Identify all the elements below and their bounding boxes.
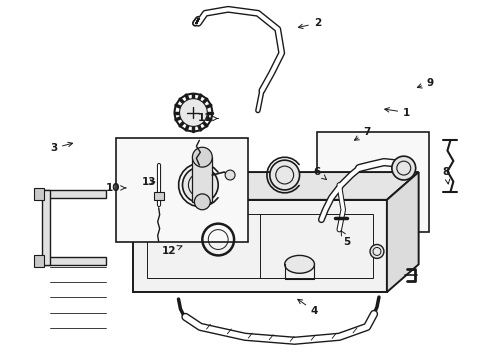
Text: 6: 6: [314, 167, 326, 180]
Bar: [154, 192, 164, 200]
Circle shape: [392, 156, 416, 180]
Text: 1: 1: [385, 108, 410, 117]
Polygon shape: [42, 190, 49, 265]
Text: 12: 12: [161, 246, 182, 256]
Polygon shape: [34, 255, 44, 267]
Circle shape: [270, 160, 299, 190]
Circle shape: [195, 194, 210, 210]
Polygon shape: [37, 257, 106, 265]
Circle shape: [182, 167, 218, 203]
Text: 13: 13: [142, 177, 156, 187]
Bar: [193, 157, 212, 202]
Polygon shape: [34, 188, 44, 200]
Text: 5: 5: [341, 231, 351, 247]
Polygon shape: [133, 200, 387, 292]
Text: 3: 3: [50, 142, 73, 153]
Polygon shape: [116, 138, 248, 242]
Circle shape: [193, 147, 212, 167]
Text: 10: 10: [106, 183, 126, 193]
Text: 2: 2: [298, 18, 321, 28]
Text: 11: 11: [198, 113, 218, 123]
Ellipse shape: [285, 255, 315, 273]
Polygon shape: [133, 172, 418, 200]
Text: 9: 9: [417, 78, 434, 88]
Circle shape: [370, 244, 384, 258]
Bar: [318, 132, 429, 231]
Text: 8: 8: [443, 167, 450, 184]
Text: 4: 4: [298, 299, 318, 316]
Circle shape: [179, 99, 207, 126]
Text: 7: 7: [354, 127, 371, 140]
Circle shape: [225, 170, 235, 180]
Polygon shape: [387, 172, 418, 292]
Polygon shape: [37, 190, 106, 198]
